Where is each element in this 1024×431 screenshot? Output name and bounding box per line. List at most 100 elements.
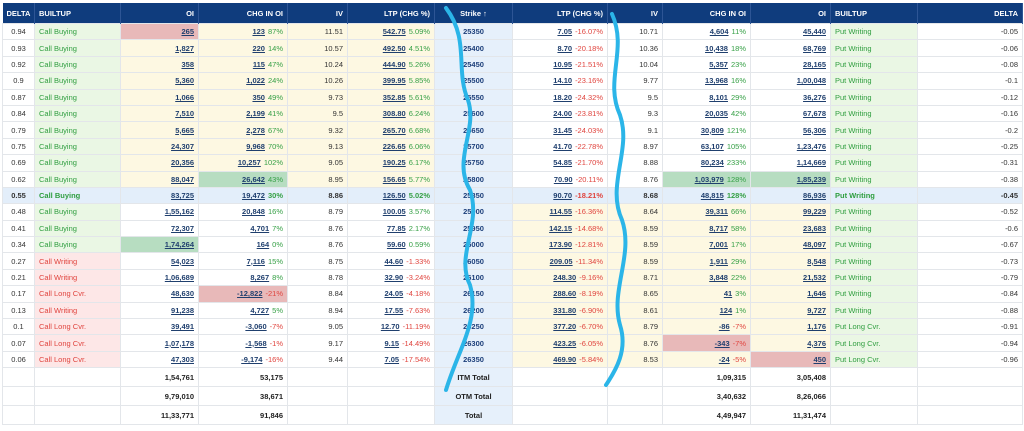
chg-in-oi: 41 3%: [662, 285, 751, 303]
value: 7,116: [246, 256, 265, 266]
column-header: DELTA: [917, 3, 1023, 24]
delta: -0.1: [917, 72, 1023, 90]
delta: 0.92: [2, 55, 35, 74]
value: 4,701: [250, 223, 270, 233]
value: 1,85,239: [796, 174, 826, 184]
builtup: Put Writing: [830, 301, 918, 320]
builtup: Put Writing: [830, 55, 918, 74]
strike-row: 0.93 Call Buying 1,827 220 14% 10.57 492.50 4.5…: [2, 39, 1023, 57]
ltp: 423.25 -6.05%: [512, 334, 608, 352]
delta: -0.73: [917, 252, 1023, 270]
value: 350: [252, 92, 265, 102]
value: 1,03,979: [694, 174, 724, 184]
oi: 8,548: [750, 252, 831, 270]
value: 80,234: [700, 158, 724, 168]
value: 86,936: [803, 191, 826, 201]
oi: 450: [750, 350, 831, 369]
empty-cell: [347, 386, 435, 407]
builtup: Put Writing: [830, 88, 918, 106]
oi: 1,827: [120, 39, 199, 57]
oi: 24,307: [120, 137, 199, 156]
table-header: DELTA BUILTUP OI CHG IN OI IV LTP (CHG %) Stri…: [2, 3, 1023, 24]
delta: -0.52: [917, 203, 1023, 221]
empty-cell: [347, 367, 435, 388]
value: 20,848: [242, 207, 265, 217]
put-oi: 8,26,066: [750, 386, 831, 407]
value: 288.60: [553, 289, 577, 299]
change-percent: 4.51%: [408, 43, 430, 53]
oi: 72,307: [120, 219, 199, 238]
strike-row: 0.62 Call Buying 88,047 26,642 43% 8.95 156.65…: [2, 170, 1023, 188]
change-percent: 43%: [267, 174, 283, 184]
ltp: 209.05 -11.34%: [512, 252, 608, 270]
value: 72,307: [171, 223, 194, 233]
iv: 8.97: [607, 137, 663, 156]
change-percent: 5.85%: [408, 76, 430, 86]
chg-in-oi: 220 14%: [198, 39, 288, 57]
call-oi: 1,54,761: [120, 367, 199, 388]
empty-cell: [287, 405, 348, 426]
empty-cell: [830, 405, 918, 426]
oi: 39,491: [120, 318, 199, 336]
value: 10,257: [237, 158, 261, 168]
strike: 26350: [434, 350, 513, 369]
column-header: BUILTUP: [34, 3, 121, 24]
change-percent: 49%: [267, 92, 283, 102]
empty-cell: [2, 405, 35, 426]
value: -9,174: [241, 355, 263, 364]
ltp: 190.25 6.17%: [347, 154, 435, 172]
oi: 47,303: [120, 350, 199, 369]
strike: 26250: [434, 318, 513, 336]
builtup: Call Buying: [34, 170, 121, 188]
iv: 8.59: [607, 219, 663, 238]
delta: 0.41: [2, 219, 35, 238]
strike-row: 0.27 Call Writing 54,023 7,116 15% 8.75 44.60-…: [2, 252, 1023, 270]
change-percent: 6.24%: [408, 109, 430, 119]
value: 19,472: [242, 191, 265, 201]
ltp: 100.05 3.57%: [347, 203, 435, 221]
builtup: Put Writing: [830, 285, 918, 303]
builtup: Put Writing: [830, 236, 918, 254]
iv: 8.65: [607, 285, 663, 303]
delta: 0.87: [2, 88, 35, 106]
strike: 25750: [434, 154, 513, 172]
change-percent: -23.81%: [575, 109, 603, 119]
builtup: Put Writing: [830, 186, 918, 205]
delta: -0.38: [917, 170, 1023, 188]
builtup: Call Writing: [34, 268, 121, 287]
value: 248.30: [553, 273, 577, 283]
value: 2,278: [246, 125, 265, 135]
empty-cell: [607, 367, 663, 388]
iv: 9.17: [287, 334, 348, 352]
oi: 48,097: [750, 236, 831, 254]
value: 48,097: [803, 240, 826, 250]
change-percent: -16.36%: [575, 207, 603, 217]
change-percent: -7%: [269, 322, 283, 332]
value: 12.70: [380, 322, 400, 332]
value: 56,306: [803, 125, 826, 135]
iv: 8.61: [607, 301, 663, 320]
change-percent: 5.77%: [408, 174, 430, 184]
chg-in-oi: 4,701 7%: [198, 219, 288, 238]
delta: 0.62: [2, 170, 35, 188]
value: 164: [256, 240, 270, 250]
delta: -0.67: [917, 236, 1023, 254]
chg-in-oi: 8,267 8%: [198, 268, 288, 287]
oi: 1,85,239: [750, 170, 831, 188]
change-percent: -24.03%: [575, 125, 603, 135]
builtup: Put Writing: [830, 154, 918, 172]
call-chg-oi: 53,175: [198, 367, 288, 388]
value: 1,066: [175, 92, 194, 102]
change-percent: 3%: [735, 289, 746, 299]
builtup: Call Buying: [34, 55, 121, 74]
delta: 0.94: [2, 22, 35, 41]
oi: 20,356: [120, 154, 199, 172]
iv: 10.71: [607, 22, 663, 41]
change-percent: 5.26%: [408, 59, 430, 69]
change-percent: 2.17%: [408, 223, 430, 233]
value: 469.90: [553, 355, 577, 364]
strike-row: 0.1 Call Long Cvr. 39,491 -3,060 -7% 9.05 12.7…: [2, 318, 1023, 336]
delta: -0.08: [917, 55, 1023, 74]
builtup: Put Writing: [830, 268, 918, 287]
